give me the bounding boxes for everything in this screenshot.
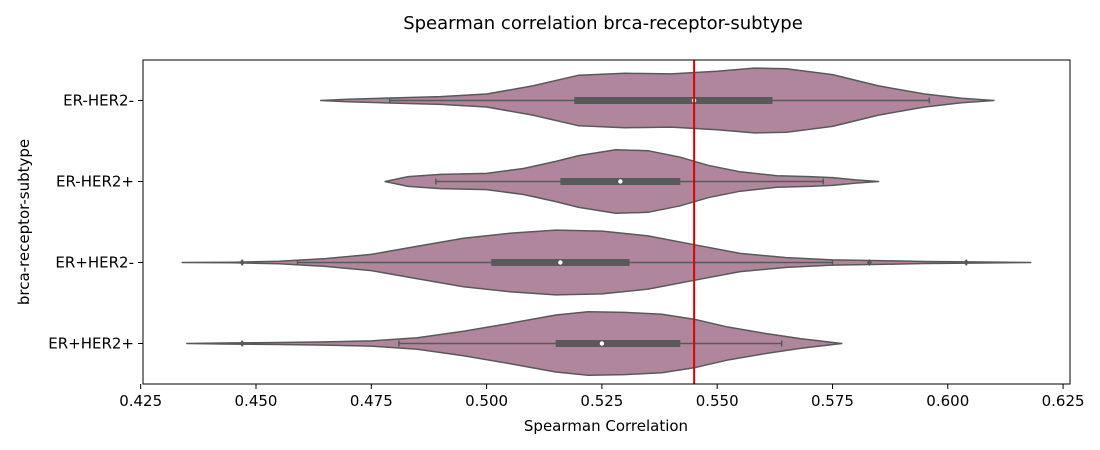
chart-title: Spearman correlation brca-receptor-subty… (403, 13, 803, 34)
outlier-marker (963, 259, 969, 266)
x-tick-label: 0.450 (235, 392, 278, 410)
median-marker (599, 341, 605, 346)
x-tick-label: 0.500 (465, 392, 508, 410)
x-axis-label: Spearman Correlation (524, 417, 688, 435)
x-tick-label: 0.575 (811, 392, 854, 410)
x-tick-label: 0.600 (926, 392, 969, 410)
y-tick-label: ER+HER2+ (48, 335, 134, 353)
outlier-marker (239, 259, 245, 266)
outlier-marker (866, 259, 873, 266)
x-tick-label: 0.550 (696, 392, 739, 410)
y-tick-label: ER-HER2- (63, 92, 134, 110)
y-axis-label: brca-receptor-subtype (15, 139, 33, 305)
y-tick-label: ER-HER2+ (56, 173, 134, 191)
plot-area: 0.425 0.450 0.475 0.500 0.525 0.550 0.575 0.600… (48, 59, 1085, 410)
iqr-box (574, 97, 773, 104)
x-tick-label: 0.425 (119, 392, 162, 410)
x-tick-label: 0.475 (350, 392, 393, 410)
plot-frame (142, 59, 1071, 385)
x-tick-label: 0.525 (580, 392, 623, 410)
median-marker (558, 260, 563, 265)
x-tick-label: 0.625 (1042, 392, 1085, 410)
outlier-marker (239, 340, 245, 347)
y-tick-label: ER+HER2- (55, 254, 134, 272)
median-marker (618, 179, 623, 184)
iqr-box (555, 340, 681, 347)
